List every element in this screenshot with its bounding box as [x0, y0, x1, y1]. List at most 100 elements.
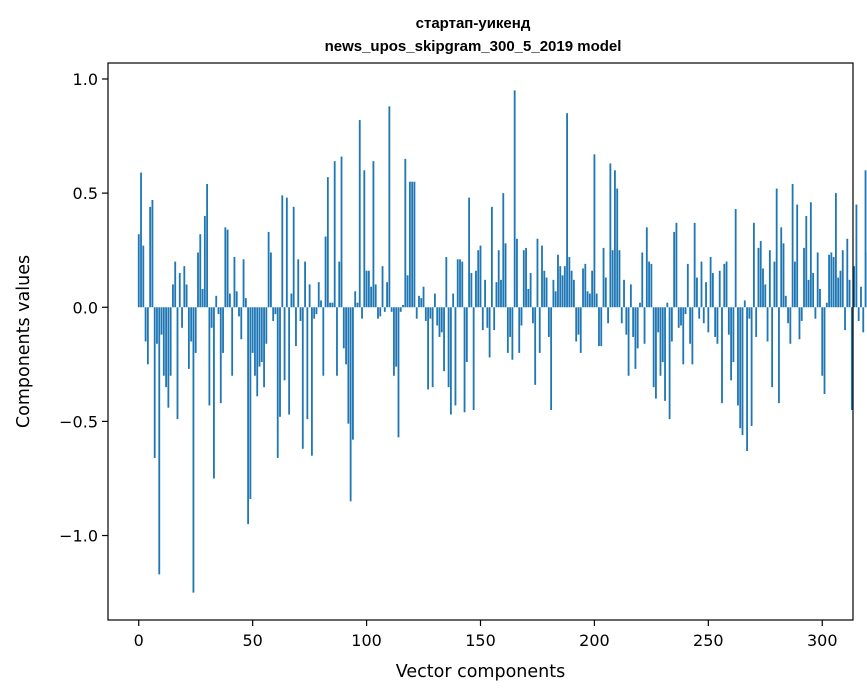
bar — [502, 193, 505, 308]
bar — [399, 307, 402, 312]
x-tick-label: 0 — [134, 631, 144, 650]
bar — [322, 307, 325, 376]
bar — [402, 304, 404, 308]
chart-title-line2: news_upos_skipgram_300_5_2019 model — [325, 38, 622, 55]
bar — [306, 307, 309, 420]
bar — [283, 307, 286, 381]
bar — [336, 307, 338, 376]
bar — [536, 238, 539, 308]
bar — [778, 307, 780, 404]
bar — [379, 307, 382, 317]
bar — [258, 307, 261, 367]
bar — [737, 307, 739, 406]
bar — [846, 238, 849, 308]
bar — [721, 307, 723, 404]
bar — [488, 307, 491, 358]
bar — [486, 307, 489, 328]
bar — [816, 252, 819, 308]
bar — [677, 307, 680, 328]
bar — [269, 252, 272, 308]
bar — [855, 204, 858, 308]
bar — [670, 307, 673, 342]
bar — [661, 307, 664, 363]
bar — [315, 307, 318, 315]
bar — [860, 286, 862, 308]
bar — [349, 307, 352, 502]
bar — [516, 238, 518, 308]
bar — [165, 307, 168, 388]
bar — [427, 307, 430, 390]
bar — [431, 307, 434, 388]
bar — [470, 273, 473, 308]
bar — [377, 307, 379, 319]
bar — [181, 307, 183, 328]
bar — [718, 270, 721, 308]
y-tick-label: 0.0 — [73, 298, 98, 317]
bar — [290, 293, 293, 308]
bar — [696, 277, 698, 308]
bar — [153, 307, 156, 458]
y-tick-label: −0.5 — [59, 412, 98, 431]
bar — [247, 307, 250, 525]
bar — [297, 259, 300, 308]
bar — [643, 307, 646, 344]
bar — [652, 307, 655, 388]
bar — [771, 307, 774, 388]
bar — [593, 154, 596, 308]
bar — [331, 302, 334, 308]
bar — [819, 289, 821, 308]
bar — [775, 188, 778, 308]
bar — [142, 245, 145, 308]
bar — [411, 181, 414, 308]
bar — [632, 307, 635, 337]
bar — [682, 307, 685, 365]
bar — [424, 307, 427, 321]
bar — [367, 270, 370, 308]
bar — [447, 307, 450, 388]
bar — [791, 183, 794, 308]
bar — [490, 206, 493, 308]
bar — [263, 307, 265, 388]
bar — [449, 307, 452, 415]
bar — [534, 307, 537, 385]
bar — [848, 279, 851, 308]
bar — [641, 252, 644, 308]
bar — [655, 307, 657, 399]
bar — [481, 307, 484, 331]
bar — [178, 273, 181, 308]
bar — [226, 229, 229, 308]
bar — [796, 204, 799, 308]
bar — [648, 261, 650, 308]
bar — [837, 277, 840, 308]
y-axis-label: Components values — [14, 255, 34, 428]
bar — [238, 307, 240, 317]
bar — [356, 302, 359, 308]
bar — [228, 293, 231, 308]
bar — [623, 279, 625, 308]
bar — [741, 307, 744, 436]
bar — [445, 257, 448, 308]
bar — [459, 259, 461, 308]
bar — [477, 250, 480, 308]
bar — [732, 307, 735, 363]
bar — [363, 170, 366, 308]
bar — [513, 90, 516, 308]
bar — [265, 307, 268, 344]
bar — [397, 307, 400, 438]
bar — [700, 261, 703, 308]
bar — [308, 284, 311, 308]
bar — [292, 206, 295, 308]
bar — [504, 243, 507, 308]
bar — [611, 250, 614, 308]
bar — [584, 263, 587, 308]
bar — [203, 215, 206, 308]
bar — [146, 307, 149, 365]
chart-title-line1: стартап-уикенд — [416, 15, 531, 32]
bar — [365, 270, 368, 308]
bar — [680, 307, 682, 326]
bar — [338, 261, 341, 308]
bar — [839, 270, 842, 308]
bar — [768, 250, 771, 308]
bar — [187, 307, 190, 369]
bar — [805, 215, 808, 308]
